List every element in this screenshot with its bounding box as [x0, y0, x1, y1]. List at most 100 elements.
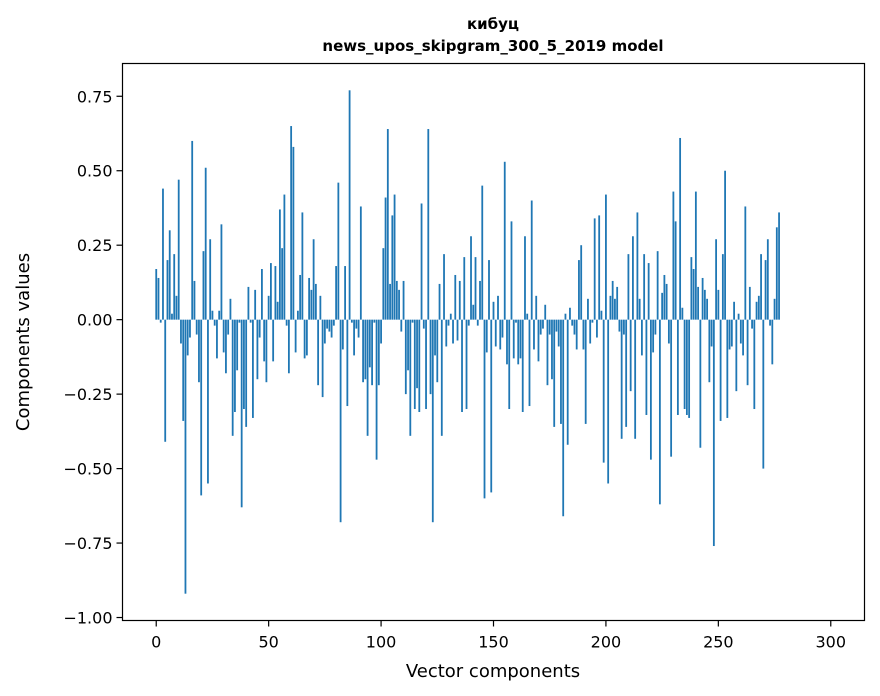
bar	[503, 161, 506, 320]
bar	[162, 188, 164, 320]
bar	[596, 319, 598, 338]
bar	[737, 313, 740, 320]
bar	[326, 319, 329, 329]
bar	[742, 319, 744, 356]
bar	[332, 319, 335, 326]
bar	[688, 319, 691, 418]
bar	[499, 319, 502, 350]
bar	[697, 286, 700, 320]
bar	[330, 319, 333, 338]
bar	[492, 301, 495, 320]
bar	[323, 319, 326, 344]
bar	[458, 280, 461, 320]
chart-title: кибуц	[467, 15, 519, 33]
bar	[775, 227, 778, 320]
bar	[665, 283, 668, 320]
bar	[202, 251, 205, 320]
bar	[312, 239, 315, 320]
bar	[537, 319, 540, 362]
bar	[488, 260, 490, 320]
y-tick-label: 0.00	[77, 311, 113, 330]
bar	[766, 239, 769, 320]
bar	[393, 194, 396, 320]
bar	[454, 274, 457, 320]
bar	[200, 319, 203, 496]
bar	[474, 257, 477, 320]
bar	[314, 283, 317, 320]
bar	[198, 319, 200, 383]
bar	[735, 319, 738, 392]
bar	[638, 298, 641, 320]
bar	[539, 319, 542, 335]
bar	[422, 319, 425, 329]
bar	[373, 319, 376, 323]
bar	[672, 191, 675, 320]
bar	[364, 319, 367, 380]
bar	[168, 230, 171, 320]
y-axis-label: Components values	[13, 253, 34, 431]
bar	[249, 319, 252, 323]
bar	[690, 257, 693, 320]
bar	[407, 319, 409, 371]
bar	[240, 319, 243, 508]
bar	[270, 263, 272, 320]
bar	[562, 319, 565, 517]
bar	[548, 319, 551, 335]
bar	[157, 277, 160, 320]
bar	[368, 319, 371, 368]
bar	[186, 319, 189, 356]
bar	[404, 319, 407, 395]
bar	[189, 319, 191, 338]
bar	[263, 319, 266, 362]
bar	[683, 319, 686, 410]
bar	[171, 313, 173, 320]
bar	[658, 319, 661, 505]
bar	[389, 283, 391, 320]
bar	[582, 319, 585, 350]
bar	[600, 310, 603, 320]
x-axis-ticks: 0 50 100 150 200 250 300	[151, 620, 846, 652]
bar	[560, 319, 562, 424]
bar	[755, 301, 758, 320]
bar	[308, 277, 311, 320]
bar	[708, 319, 711, 383]
bar	[290, 126, 293, 320]
bar	[207, 319, 209, 484]
bar	[744, 206, 747, 320]
bar	[760, 254, 762, 320]
bar	[281, 248, 284, 320]
bar	[593, 218, 596, 320]
bar	[663, 274, 666, 320]
bar	[413, 319, 416, 410]
bar	[456, 319, 459, 341]
bar	[476, 319, 479, 326]
bar	[220, 224, 223, 320]
bar	[762, 319, 765, 469]
bar	[173, 254, 176, 320]
bar	[598, 215, 601, 320]
bar	[267, 295, 270, 320]
bar	[605, 194, 607, 320]
bars-group	[155, 90, 780, 594]
bar	[616, 286, 619, 320]
bar	[703, 289, 706, 320]
bar	[310, 289, 313, 320]
bar	[730, 319, 733, 347]
bar	[402, 280, 405, 320]
y-axis-ticks: −1.00 −0.75 −0.50 −0.25 0.00 0.25 0.50 0.75	[63, 87, 123, 628]
bar	[479, 280, 481, 320]
bar	[757, 295, 760, 320]
bar	[238, 319, 241, 323]
bar	[191, 140, 194, 320]
bar	[715, 239, 717, 320]
bar	[344, 266, 346, 320]
bar	[301, 212, 304, 320]
bar	[728, 319, 731, 350]
bar	[584, 319, 587, 424]
bar	[699, 319, 702, 448]
bar	[256, 319, 259, 380]
bar	[159, 319, 162, 323]
bar	[726, 319, 729, 418]
bar	[701, 277, 704, 320]
